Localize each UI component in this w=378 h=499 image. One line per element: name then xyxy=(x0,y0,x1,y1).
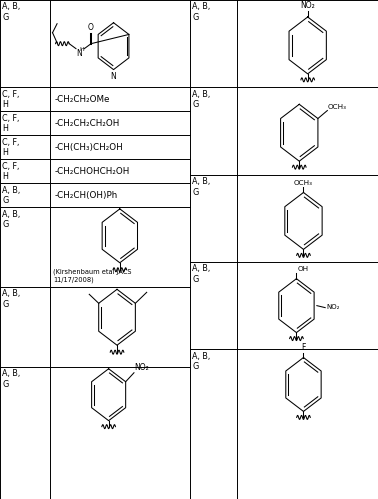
Text: N: N xyxy=(111,72,116,81)
Text: N: N xyxy=(76,49,82,58)
Text: A, B,
G: A, B, G xyxy=(192,90,210,109)
Text: O: O xyxy=(87,22,93,32)
Text: A, B,
G: A, B, G xyxy=(2,289,20,309)
Text: -CH₂CH₂OMe: -CH₂CH₂OMe xyxy=(54,95,110,104)
Text: OH: OH xyxy=(298,265,309,272)
Text: -CH₂CH₂CH₂OH: -CH₂CH₂CH₂OH xyxy=(54,119,120,128)
Text: -CH(CH₃)CH₂OH: -CH(CH₃)CH₂OH xyxy=(54,143,123,152)
Text: NO₂: NO₂ xyxy=(326,303,339,310)
Text: OCH₃: OCH₃ xyxy=(294,180,313,186)
Text: A, B,
G: A, B, G xyxy=(192,352,210,371)
Text: -CH₂CHOHCH₂OH: -CH₂CHOHCH₂OH xyxy=(54,167,130,176)
Text: H: H xyxy=(79,47,84,52)
Text: NO₂: NO₂ xyxy=(300,1,315,10)
Text: NO₂: NO₂ xyxy=(135,363,149,372)
Text: A, B,
G: A, B, G xyxy=(192,177,210,197)
Text: C, F,
H: C, F, H xyxy=(2,114,20,133)
Text: A, B,
G: A, B, G xyxy=(192,264,210,284)
Text: OCH₃: OCH₃ xyxy=(328,103,347,110)
Text: C, F,
H: C, F, H xyxy=(2,162,20,181)
Text: A, B,
G: A, B, G xyxy=(2,369,20,389)
Text: C, F,
H: C, F, H xyxy=(2,90,20,109)
Text: C, F,
H: C, F, H xyxy=(2,138,20,157)
Text: -CH₂CH(OH)Ph: -CH₂CH(OH)Ph xyxy=(54,191,118,200)
Text: A, B,
G: A, B, G xyxy=(2,186,20,205)
Text: A, B,
G: A, B, G xyxy=(2,2,20,22)
Text: A, B,
G: A, B, G xyxy=(192,2,210,22)
Text: A, B,
G: A, B, G xyxy=(2,210,20,229)
Text: F: F xyxy=(301,342,306,352)
Text: (Kirshenbaum etal JACS
11/17/2008): (Kirshenbaum etal JACS 11/17/2008) xyxy=(53,268,132,282)
